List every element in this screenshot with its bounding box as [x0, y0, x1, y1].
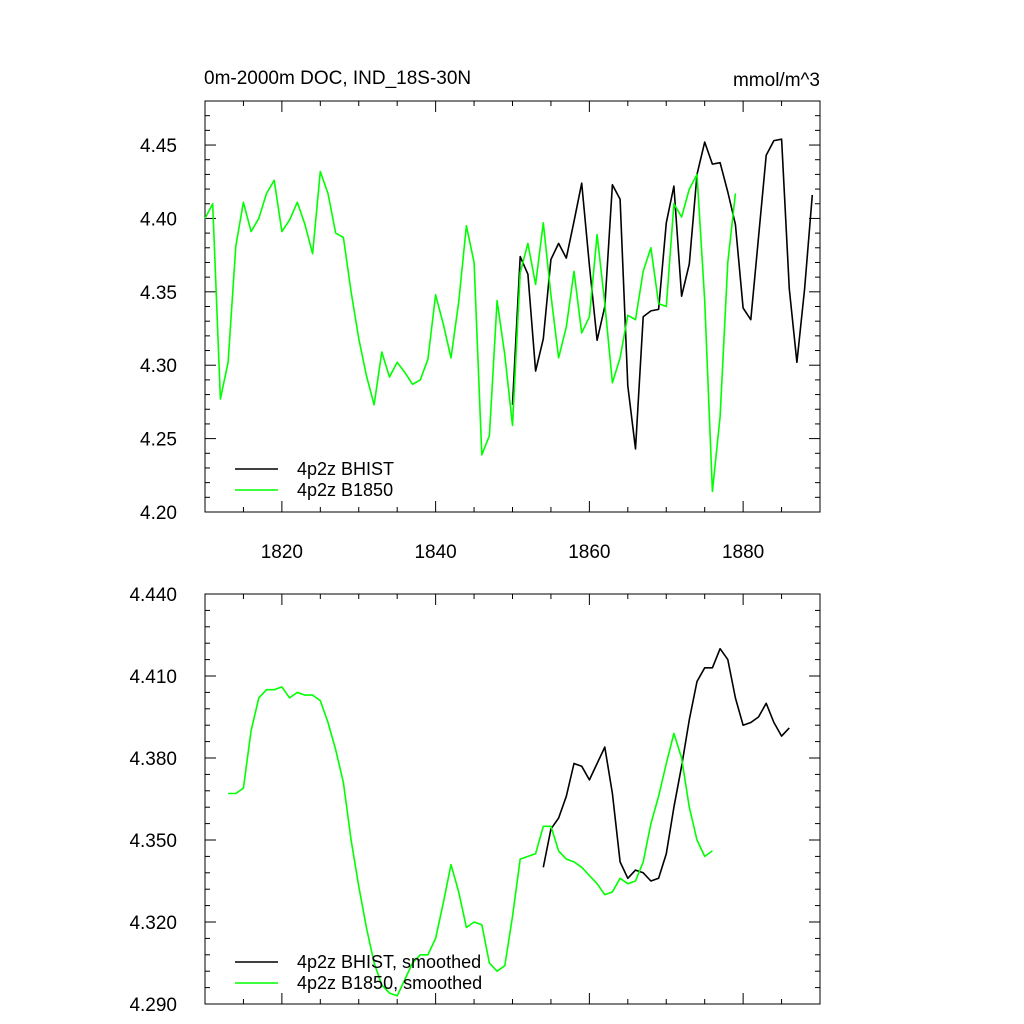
bottom-panel: 4.290 4.320 4.350 4.380 4.410 4.440 4p2z BHIS… [129, 585, 821, 1016]
legend-label: 4p2z BHIST [297, 459, 394, 479]
top-panel-axes: 1820 1840 1860 1880 4.20 4.25 4.30 4.35 4.40 4.45 [140, 100, 821, 563]
x-tick-label: 1860 [568, 542, 610, 563]
y-tick-label: 4.20 [140, 503, 177, 524]
y-tick-label: 4.380 [129, 749, 177, 770]
series-line-bhist [511, 138, 814, 450]
y-tick-label: 4.25 [140, 430, 177, 451]
y-tick-label: 4.320 [129, 913, 177, 934]
y-tick-label: 4.350 [129, 831, 177, 852]
y-tick-label: 4.30 [140, 356, 177, 377]
top-panel-series [204, 138, 814, 493]
y-tick-label: 4.410 [129, 667, 177, 688]
legend-label: 4p2z B1850 [297, 480, 393, 500]
legend-label: 4p2z BHIST, smoothed [297, 952, 481, 972]
y-tick-label: 4.45 [140, 136, 177, 157]
top-panel: 0m-2000m DOC, IND_18S-30N mmol/m^3 1820 1… [140, 68, 821, 563]
x-tick-label: 1880 [722, 542, 764, 563]
y-tick-label: 4.440 [129, 585, 177, 606]
x-tick-label: 1820 [261, 542, 303, 563]
top-panel-title: 0m-2000m DOC, IND_18S-30N [204, 68, 471, 89]
y-tick-label: 4.40 [140, 209, 177, 230]
bottom-panel-series [228, 647, 790, 997]
y-tick-label: 4.290 [129, 995, 177, 1016]
x-tick-label: 1840 [414, 542, 456, 563]
series-line-b1850 [204, 170, 737, 493]
bottom-panel-axes: 4.290 4.320 4.350 4.380 4.410 4.440 [129, 585, 821, 1016]
top-panel-units-label: mmol/m^3 [733, 70, 820, 91]
series-line-b1850 [228, 686, 713, 997]
y-tick-label: 4.35 [140, 283, 177, 304]
legend-label: 4p2z B1850, smoothed [297, 973, 482, 993]
series-line-bhist [542, 647, 790, 882]
